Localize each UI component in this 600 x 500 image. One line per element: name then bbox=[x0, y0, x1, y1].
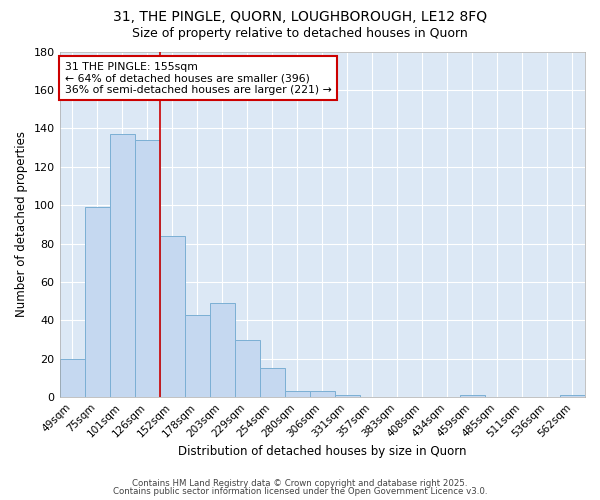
Bar bbox=[335, 396, 360, 397]
Bar bbox=[185, 314, 209, 397]
X-axis label: Distribution of detached houses by size in Quorn: Distribution of detached houses by size … bbox=[178, 444, 467, 458]
Bar bbox=[235, 340, 260, 397]
Bar bbox=[560, 396, 585, 397]
Bar bbox=[310, 392, 335, 397]
Bar bbox=[160, 236, 185, 397]
Text: 31 THE PINGLE: 155sqm
← 64% of detached houses are smaller (396)
36% of semi-det: 31 THE PINGLE: 155sqm ← 64% of detached … bbox=[65, 62, 332, 95]
Bar bbox=[209, 303, 235, 397]
Text: Size of property relative to detached houses in Quorn: Size of property relative to detached ho… bbox=[132, 28, 468, 40]
Bar bbox=[110, 134, 134, 397]
Bar bbox=[59, 359, 85, 397]
Bar bbox=[460, 396, 485, 397]
Text: 31, THE PINGLE, QUORN, LOUGHBOROUGH, LE12 8FQ: 31, THE PINGLE, QUORN, LOUGHBOROUGH, LE1… bbox=[113, 10, 487, 24]
Bar bbox=[85, 207, 110, 397]
Bar bbox=[134, 140, 160, 397]
Y-axis label: Number of detached properties: Number of detached properties bbox=[15, 132, 28, 318]
Bar bbox=[260, 368, 285, 397]
Text: Contains HM Land Registry data © Crown copyright and database right 2025.: Contains HM Land Registry data © Crown c… bbox=[132, 478, 468, 488]
Text: Contains public sector information licensed under the Open Government Licence v3: Contains public sector information licen… bbox=[113, 487, 487, 496]
Bar bbox=[285, 392, 310, 397]
